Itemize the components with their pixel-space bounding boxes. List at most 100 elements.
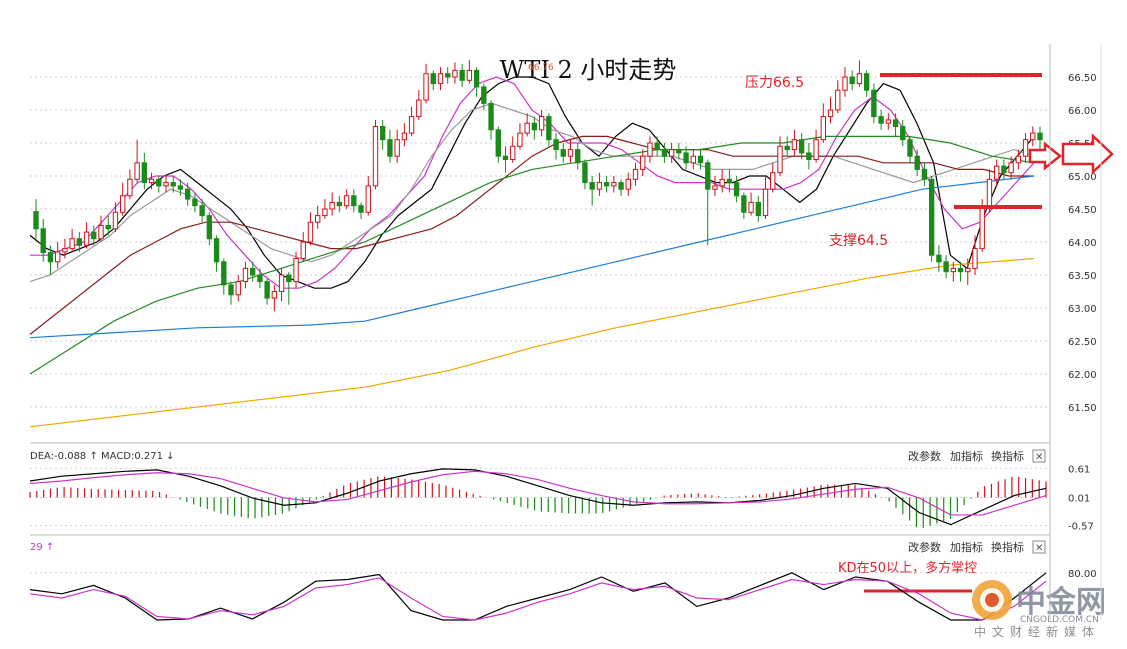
- candle-body: [668, 149, 675, 157]
- candle-body: [286, 274, 292, 283]
- switch-indicator-button-kd[interactable]: 换指标: [991, 540, 1024, 554]
- candle-body: [271, 291, 278, 299]
- candles: [33, 59, 1043, 312]
- price-tick-label: 63.00: [1068, 304, 1097, 315]
- change-params-button-kd[interactable]: 改参数: [908, 540, 941, 554]
- candle-body: [618, 182, 624, 190]
- switch-indicator-button-macd[interactable]: 换指标: [991, 449, 1024, 463]
- candle-body: [936, 254, 942, 263]
- candle-body: [517, 132, 523, 147]
- candle-body: [582, 162, 588, 184]
- price-tick-label: 64.50: [1068, 205, 1097, 216]
- kd-label: 29 ↑: [30, 542, 54, 553]
- candle-body: [1015, 155, 1022, 164]
- candle-body: [943, 261, 949, 273]
- candle-body: [907, 139, 913, 157]
- ma-line-4: [29, 135, 1035, 375]
- candle-body: [307, 221, 314, 243]
- candle-body: [871, 89, 877, 118]
- candle-body: [156, 178, 162, 187]
- candle-body: [741, 195, 747, 213]
- candle-body: [423, 73, 429, 101]
- change-params-button-macd[interactable]: 改参数: [908, 449, 941, 463]
- candle-body: [206, 215, 213, 240]
- price-tick-label: 61.50: [1068, 403, 1097, 414]
- candle-body: [199, 205, 205, 217]
- candle-body: [820, 116, 826, 141]
- candle-body: [170, 182, 176, 187]
- candle-body: [770, 172, 776, 190]
- candle-body: [900, 126, 906, 141]
- candle-body: [351, 195, 357, 207]
- candle-body: [712, 185, 718, 190]
- close-icon-macd[interactable]: ✕: [1032, 449, 1046, 463]
- close-icon-kd[interactable]: ✕: [1032, 540, 1046, 554]
- candle-body: [690, 155, 696, 164]
- candle-body: [654, 142, 660, 151]
- candle-body: [105, 225, 111, 230]
- candle-body: [62, 248, 68, 253]
- kd-panel: 29 ↑ 80.00: [29, 542, 1097, 621]
- price-tick-label: 66.00: [1068, 106, 1097, 117]
- candle-body: [459, 69, 465, 81]
- candle-body: [127, 178, 133, 197]
- candle-body: [827, 109, 834, 118]
- candle-body: [575, 149, 581, 164]
- macd-tick-label: 0.61: [1068, 464, 1090, 475]
- candle-body: [589, 182, 595, 190]
- candle-body: [257, 274, 263, 283]
- price-axis: 66.5066.0065.5065.0064.5064.0063.5063.00…: [1068, 73, 1097, 414]
- candle-body: [40, 228, 46, 254]
- cngold-logo-icon: [972, 580, 1012, 620]
- candle-body: [849, 76, 855, 85]
- candle-body: [921, 168, 928, 180]
- candle-body: [452, 69, 458, 78]
- candle-body: [98, 225, 104, 240]
- candle-body: [842, 76, 848, 91]
- add-indicator-button-macd[interactable]: 加指标: [950, 449, 983, 463]
- candle-body: [365, 185, 371, 213]
- close-box: [1032, 540, 1046, 554]
- candle-body: [408, 116, 415, 134]
- candle-body: [235, 281, 241, 296]
- candle-body: [358, 205, 364, 213]
- candle-body: [445, 73, 451, 78]
- watermark-name: 中金网: [1016, 585, 1106, 620]
- candle-body: [322, 208, 328, 217]
- close-box: [1032, 449, 1046, 463]
- candle-body: [885, 119, 891, 124]
- candle-body: [148, 178, 155, 184]
- candle-body: [112, 211, 119, 230]
- candle-body: [813, 139, 819, 160]
- price-tick-label: 62.50: [1068, 337, 1097, 348]
- candle-body: [1001, 165, 1007, 174]
- candle-body: [640, 155, 646, 170]
- right-arrow-icon: [1061, 133, 1114, 175]
- candle-body: [76, 238, 83, 246]
- kd-tick-label: 80.00: [1068, 569, 1097, 580]
- macd-dif-line: [29, 468, 1047, 526]
- macd-panel: DEA:-0.088 ↑ MACD:0.271 ↓ 0.61 0.01 -0.57: [29, 451, 1094, 533]
- ma-line-1: [30, 76, 1035, 289]
- ma-line-3: [29, 135, 1034, 335]
- watermark-domain: CNGOLD.COM.CN: [1020, 615, 1099, 625]
- candle-body: [784, 145, 790, 151]
- add-indicator-button-kd[interactable]: 加指标: [950, 540, 983, 554]
- price-tick-label: 63.50: [1068, 271, 1097, 282]
- candle-body: [1008, 162, 1014, 174]
- candle-body: [437, 73, 444, 85]
- candle-body: [986, 178, 993, 207]
- candle-body: [488, 102, 494, 131]
- candle-body: [553, 139, 559, 151]
- chart-title: WTI 2 小时走势: [500, 56, 677, 84]
- candle-body: [336, 201, 343, 207]
- candle-body: [777, 145, 783, 174]
- price-tick-label: 64.00: [1068, 238, 1097, 249]
- annotations: 压力66.5 支撑64.5 KD在50以上，多方掌控: [745, 73, 1042, 593]
- candle-body: [762, 188, 769, 217]
- price-tick-label: 65.00: [1068, 172, 1097, 183]
- macd-tick-label: 0.01: [1068, 493, 1090, 504]
- candle-body: [1037, 132, 1043, 141]
- ma-line-0: [29, 76, 1035, 289]
- macd-tick-label: -0.57: [1068, 522, 1094, 533]
